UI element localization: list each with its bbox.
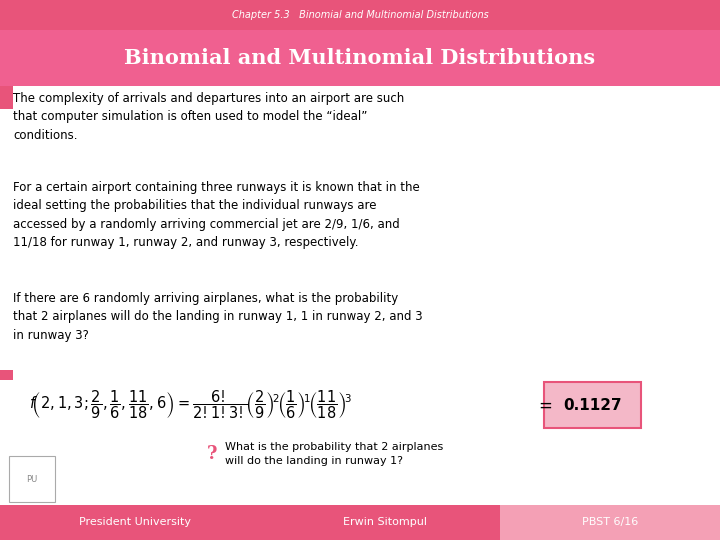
- Text: ?: ?: [207, 444, 217, 463]
- Text: PBST 6/16: PBST 6/16: [582, 517, 639, 528]
- Text: Binomial and Multinomial Distributions: Binomial and Multinomial Distributions: [125, 48, 595, 68]
- FancyBboxPatch shape: [0, 370, 13, 381]
- Text: If there are 6 randomly arriving airplanes, what is the probability
that 2 airpl: If there are 6 randomly arriving airplan…: [13, 292, 423, 342]
- FancyBboxPatch shape: [270, 505, 500, 540]
- FancyBboxPatch shape: [9, 456, 55, 502]
- Text: Erwin Sitompul: Erwin Sitompul: [343, 517, 427, 528]
- FancyBboxPatch shape: [544, 382, 641, 428]
- FancyBboxPatch shape: [0, 0, 720, 30]
- Text: What is the probability that 2 airplanes
will do the landing in runway 1?: What is the probability that 2 airplanes…: [225, 442, 444, 465]
- Text: For a certain airport containing three runways it is known that in the
ideal set: For a certain airport containing three r…: [13, 181, 420, 249]
- FancyBboxPatch shape: [500, 505, 720, 540]
- FancyBboxPatch shape: [0, 30, 720, 86]
- Text: PU: PU: [27, 475, 37, 484]
- Text: President University: President University: [79, 517, 191, 528]
- Text: $f\!\left(2,1,3;\dfrac{2}{9},\dfrac{1}{6},\dfrac{11}{18},6\right)=\dfrac{6!}{2{!: $f\!\left(2,1,3;\dfrac{2}{9},\dfrac{1}{6…: [29, 389, 352, 421]
- FancyBboxPatch shape: [0, 505, 270, 540]
- FancyBboxPatch shape: [0, 86, 13, 109]
- Text: 0.1127: 0.1127: [563, 397, 621, 413]
- Text: $=$: $=$: [535, 396, 552, 414]
- Text: Chapter 5.3   Binomial and Multinomial Distributions: Chapter 5.3 Binomial and Multinomial Dis…: [232, 10, 488, 20]
- Text: The complexity of arrivals and departures into an airport are such
that computer: The complexity of arrivals and departure…: [13, 92, 404, 142]
